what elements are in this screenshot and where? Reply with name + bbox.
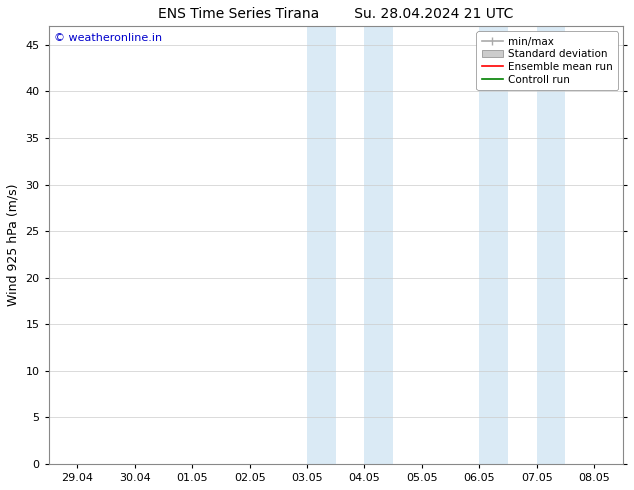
Title: ENS Time Series Tirana        Su. 28.04.2024 21 UTC: ENS Time Series Tirana Su. 28.04.2024 21… [158, 7, 514, 21]
Y-axis label: Wind 925 hPa (m/s): Wind 925 hPa (m/s) [7, 184, 20, 306]
Text: © weatheronline.in: © weatheronline.in [55, 33, 162, 43]
Bar [537, 26, 566, 464]
Legend: min/max, Standard deviation, Ensemble mean run, Controll run: min/max, Standard deviation, Ensemble me… [477, 31, 618, 90]
Bar [479, 26, 508, 464]
Bar [365, 26, 393, 464]
Bar [307, 26, 336, 464]
